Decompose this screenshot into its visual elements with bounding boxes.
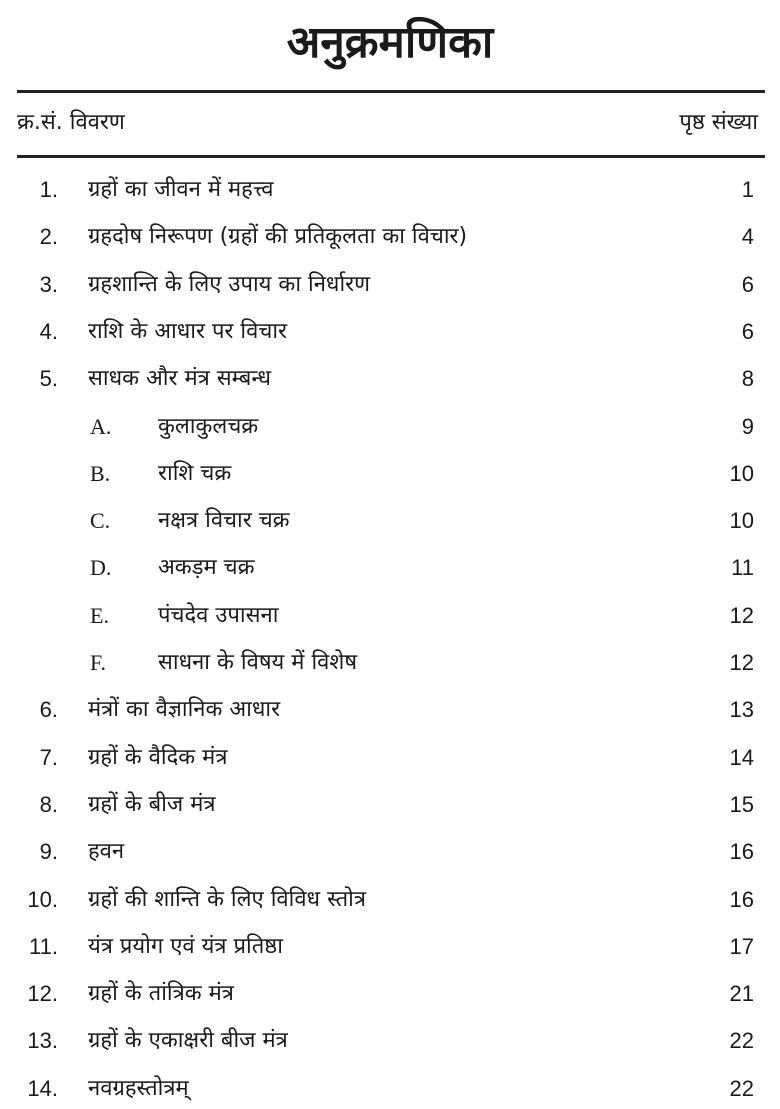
entry-title: पंचदेव उपासना (158, 602, 279, 628)
entry-number: C. (90, 508, 111, 534)
entry-page: 6 (741, 271, 754, 297)
toc-entry: 6. मंत्रों का वैज्ञानिक आधार 13 (0, 690, 780, 730)
entry-title: ग्रहों की शान्ति के लिए विविध स्तोत्र (88, 886, 367, 912)
toc-subentry: B. राशि चक्र 10 (0, 454, 780, 494)
entry-number: 6. (39, 697, 58, 723)
entry-page: 21 (729, 981, 754, 1007)
entry-title: मंत्रों का वैज्ञानिक आधार (88, 697, 281, 723)
entry-number: 3. (39, 271, 58, 297)
toc-subentry: D. अकड़म चक्र 11 (0, 548, 780, 588)
toc-entry: 13. ग्रहों के एकाक्षरी बीज मंत्र 22 (0, 1021, 780, 1061)
toc-entry: 3. ग्रहशान्ति के लिए उपाय का निर्धारण 6 (0, 265, 780, 305)
header-serial-description: क्र.सं. विवरण (17, 110, 125, 135)
entry-number: 8. (39, 791, 58, 817)
toc-entry: 1. ग्रहों का जीवन में महत्त्व 1 (0, 170, 780, 210)
toc-entry: 12. ग्रहों के तांत्रिक मंत्र 21 (0, 974, 780, 1014)
entry-title: राशि चक्र (158, 460, 232, 486)
toc-entry: 11. यंत्र प्रयोग एवं यंत्र प्रतिष्ठा 17 (0, 927, 780, 967)
entry-title: राशि के आधार पर विचार (88, 318, 288, 344)
entry-title: साधना के विषय में विशेष (158, 650, 358, 675)
entry-title: अकड़म चक्र (158, 555, 255, 581)
entry-page: 22 (729, 1028, 754, 1054)
toc-entry: 8. ग्रहों के बीज मंत्र 15 (0, 785, 780, 825)
entry-number: E. (90, 602, 109, 628)
top-divider (17, 90, 765, 93)
toc-subentry: C. नक्षत्र विचार चक्र 10 (0, 501, 780, 541)
toc-entry: 14. नवग्रहस्तोत्रम् 22 (0, 1069, 780, 1109)
toc-entry: 5. साधक और मंत्र सम्बन्ध 8 (0, 359, 780, 399)
toc-entry: 2. ग्रहदोष निरूपण (ग्रहों की प्रतिकूलता क… (0, 217, 780, 257)
toc-entry: 7. ग्रहों के वैदिक मंत्र 14 (0, 738, 780, 778)
entry-title: ग्रहों का जीवन में महत्त्व (88, 177, 274, 202)
entry-number: 9. (39, 839, 58, 865)
header-page-number: पृष्ठ संख्या (679, 110, 758, 135)
entry-title: कुलाकुलचक्र (158, 413, 259, 439)
entry-page: 1 (741, 177, 754, 202)
entry-page: 12 (729, 602, 754, 628)
entry-number: 14. (27, 1075, 58, 1101)
entry-number: 2. (39, 224, 58, 250)
entry-page: 22 (729, 1075, 754, 1101)
entry-number: 10. (27, 886, 58, 912)
entry-page: 16 (729, 839, 754, 865)
entry-title: ग्रहों के बीज मंत्र (88, 791, 216, 817)
entry-page: 9 (741, 413, 754, 439)
toc-subentry: A. कुलाकुलचक्र 9 (0, 407, 780, 447)
toc-entry: 10. ग्रहों की शान्ति के लिए विविध स्तोत्र… (0, 880, 780, 920)
entry-number: F. (90, 650, 106, 675)
toc-subentry: E. पंचदेव उपासना 12 (0, 596, 780, 636)
entry-page: 4 (741, 224, 754, 250)
entry-page: 11 (731, 555, 754, 581)
page-title: अनुक्रमणिका (286, 17, 494, 68)
entry-page: 8 (741, 366, 754, 392)
toc-subentry: F. साधना के विषय में विशेष 12 (0, 643, 780, 683)
entry-page: 14 (729, 744, 754, 770)
entry-page: 17 (729, 933, 754, 959)
entry-title: ग्रहों के वैदिक मंत्र (88, 744, 228, 770)
entry-page: 10 (729, 508, 754, 534)
entry-title: नक्षत्र विचार चक्र (158, 508, 290, 534)
entry-page: 13 (729, 697, 754, 723)
entry-number: D. (90, 555, 112, 581)
entry-number: 1. (39, 177, 58, 202)
entry-title: नवग्रहस्तोत्रम् (88, 1075, 189, 1101)
entry-title: साधक और मंत्र सम्बन्ध (88, 366, 271, 392)
entry-number: 11. (29, 933, 58, 959)
entry-title: ग्रहशान्ति के लिए उपाय का निर्धारण (88, 271, 371, 297)
entry-number: 13. (27, 1028, 58, 1054)
entry-page: 10 (729, 460, 754, 486)
entry-title: ग्रहों के तांत्रिक मंत्र (88, 981, 234, 1007)
entry-page: 16 (729, 886, 754, 912)
entry-number: 5. (39, 366, 58, 392)
toc-entry: 4. राशि के आधार पर विचार 6 (0, 312, 780, 352)
entry-page: 15 (729, 791, 754, 817)
entry-number: A. (90, 413, 112, 439)
entry-title: हवन (88, 839, 125, 865)
entry-number: 7. (39, 744, 58, 770)
entry-number: B. (90, 460, 111, 486)
entry-title: ग्रहदोष निरूपण (ग्रहों की प्रतिकूलता का … (88, 224, 468, 250)
entry-title: ग्रहों के एकाक्षरी बीज मंत्र (88, 1028, 288, 1054)
entry-page: 6 (741, 318, 754, 344)
toc-entry: 9. हवन 16 (0, 832, 780, 872)
entry-number: 4. (39, 318, 58, 344)
entry-title: यंत्र प्रयोग एवं यंत्र प्रतिष्ठा (88, 933, 283, 959)
entry-number: 12. (27, 981, 58, 1007)
entry-page: 12 (729, 650, 754, 675)
header-divider (17, 155, 765, 158)
